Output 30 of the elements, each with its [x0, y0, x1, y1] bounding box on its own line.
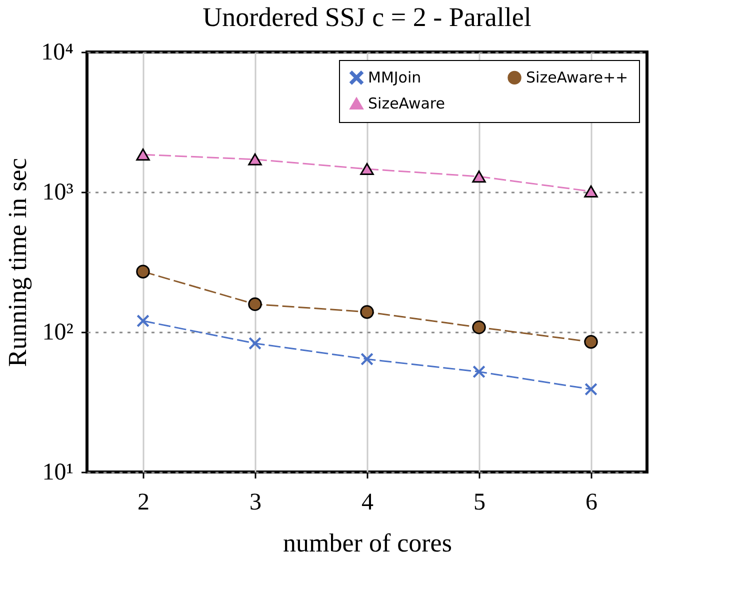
legend-label: SizeAware++	[526, 68, 628, 87]
y-axis-title: Running time in sec	[3, 158, 32, 367]
point	[584, 383, 598, 396]
x-tick-label: 4	[362, 490, 374, 516]
point	[584, 185, 598, 198]
point	[136, 264, 150, 278]
x-tick-label: 3	[250, 490, 262, 516]
point	[360, 305, 374, 319]
chart-title: Unordered SSJ c = 2 - Parallel	[202, 2, 532, 32]
y-tick-label: 10⁴	[41, 40, 74, 66]
point	[248, 297, 262, 312]
point	[248, 153, 262, 166]
x-tick-label: 5	[474, 490, 486, 516]
x-tick-label: 6	[586, 490, 598, 516]
point	[472, 366, 486, 378]
point	[472, 320, 486, 334]
y-tick-label: 10¹	[42, 460, 74, 486]
legend-label: MMJoin	[368, 68, 422, 87]
point	[136, 148, 150, 161]
point	[360, 353, 374, 366]
legend-label: SizeAware	[368, 94, 445, 112]
point	[248, 337, 262, 350]
x-tick-label: 2	[138, 490, 150, 516]
point	[360, 162, 374, 176]
x-axis-title: number of cores	[283, 528, 452, 558]
point	[584, 335, 598, 349]
point	[472, 170, 486, 183]
point	[136, 314, 150, 328]
y-tick-label: 10³	[42, 180, 74, 206]
y-tick-label: 10²	[42, 320, 74, 346]
